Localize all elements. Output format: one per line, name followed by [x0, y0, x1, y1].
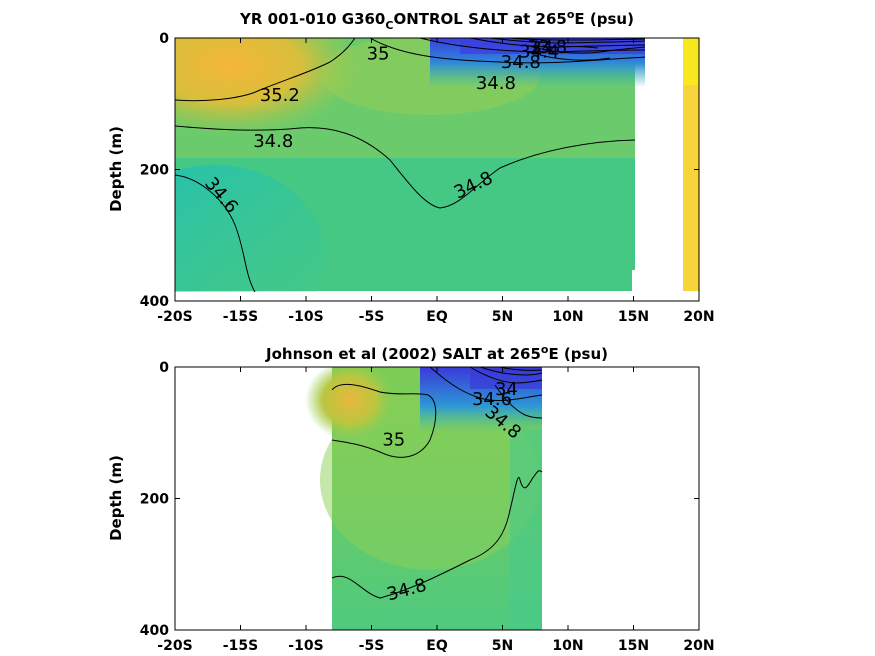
- x-tick-label: EQ: [426, 638, 448, 654]
- y-tick-label: 200: [140, 163, 169, 179]
- x-tick-label: -15S: [223, 309, 258, 325]
- y-tick-label: 200: [140, 492, 169, 508]
- x-tick-label: 15N: [618, 638, 649, 654]
- contour-label: 34.6: [472, 389, 512, 410]
- panel-2-ticks: -20S -15S -10S -5S EQ 5N 10N 15N 20N 0 200 400: [140, 360, 715, 654]
- contour-label: 35: [367, 43, 390, 64]
- panel-1-ylabel: Depth (m): [107, 126, 125, 212]
- panel-1-contours: [175, 38, 646, 293]
- contour-label: 34.8: [476, 73, 516, 94]
- x-tick-label: -20S: [157, 638, 192, 654]
- contour-label: 35.2: [260, 85, 300, 106]
- x-tick-label: -10S: [288, 309, 323, 325]
- x-tick-label: 10N: [552, 638, 583, 654]
- contour-label: 34.8: [501, 52, 541, 73]
- panel-1-edge-column: [683, 38, 699, 291]
- x-tick-label: 20N: [683, 638, 714, 654]
- panel-1: YR 001-010 G360CONTROL SALT at 265oE (ps…: [107, 8, 715, 325]
- contour-label: 33.8: [527, 37, 567, 58]
- panel-2-contours: [331, 367, 543, 599]
- x-tick-label: 10N: [552, 309, 583, 325]
- y-tick-label: 0: [159, 31, 169, 47]
- contour-label: 34.4: [519, 41, 559, 62]
- x-tick-label: 15N: [618, 309, 649, 325]
- panel-2-ylabel: Depth (m): [107, 455, 125, 541]
- x-tick-label: -15S: [223, 638, 258, 654]
- contour-label: 34: [530, 38, 553, 59]
- contour-label: 34.8: [253, 131, 293, 152]
- x-tick-label: -5S: [359, 309, 385, 325]
- panel-2-title: Johnson et al (2002) SALT at 265oE (psu): [265, 343, 608, 363]
- x-tick-label: -10S: [288, 638, 323, 654]
- panel-1-title: YR 001-010 G360CONTROL SALT at 265oE (ps…: [239, 8, 634, 32]
- panel-1-ticks: -20S -15S -10S -5S EQ 5N 10N 15N 20N 0 200 400: [140, 31, 715, 325]
- contour-label: 35: [382, 430, 405, 451]
- y-tick-label: 0: [159, 360, 169, 376]
- y-tick-label: 400: [140, 623, 169, 639]
- x-tick-label: 5N: [492, 309, 513, 325]
- x-tick-label: 5N: [492, 638, 513, 654]
- x-tick-label: -20S: [157, 309, 192, 325]
- x-tick-label: EQ: [426, 309, 448, 325]
- x-tick-label: -5S: [359, 638, 385, 654]
- contour-label: 34: [495, 379, 518, 400]
- y-tick-label: 400: [140, 294, 169, 310]
- panel-2: Johnson et al (2002) SALT at 265oE (psu)…: [107, 343, 715, 654]
- x-tick-label: 20N: [683, 309, 714, 325]
